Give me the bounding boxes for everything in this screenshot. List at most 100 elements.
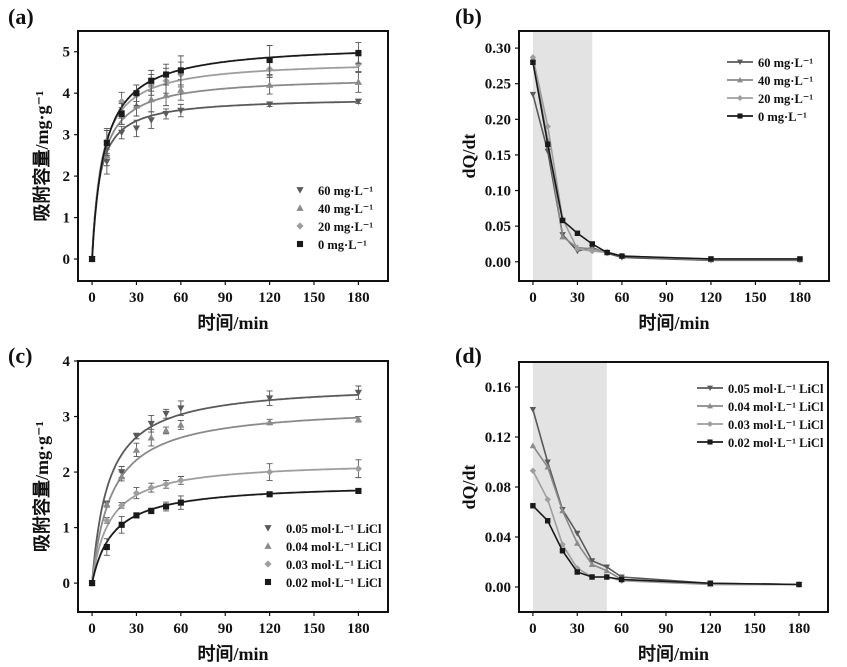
legend-label: 0 mg·L⁻¹ [318, 238, 367, 252]
fit-curve [91, 416, 359, 584]
legend-entry: 40 mg·L⁻¹ [727, 74, 813, 88]
data-point [177, 421, 185, 428]
x-tick-label: 30 [129, 621, 144, 637]
legend-marker [707, 421, 713, 427]
legend-entry: 0.05 mol·L⁻¹ LiCl [697, 382, 824, 396]
plot-frame [77, 30, 389, 282]
data-point [707, 580, 714, 586]
y-tick-label: 0.25 [485, 77, 511, 93]
legend-marker [737, 113, 743, 119]
data-point [529, 54, 537, 61]
x-tick-label: 150 [744, 290, 767, 306]
data-point [355, 49, 362, 57]
legend: 60 mg·L⁻¹ 40 mg·L⁻¹ 20 mg·L⁻¹ 0 mg·L⁻¹ [296, 184, 373, 252]
legend-marker [296, 222, 304, 230]
legend-entry: 20 mg·L⁻¹ [727, 92, 813, 106]
series-0 [88, 385, 363, 587]
y-tick-label: 1 [63, 521, 71, 537]
data-point [266, 101, 274, 108]
legend-label: 0.03 mol·L⁻¹ LiCl [286, 558, 382, 572]
data-point [574, 530, 581, 537]
data-point [529, 91, 537, 98]
chart-panel-a: (a) 0 30 60 90 120 150 180 0 1 2 3 4 5 时间/min 吸附容量/mg·g… [8, 4, 389, 333]
legend: 0.05 mol·L⁻¹ LiCl 0.04 mol·L⁻¹ LiCl 0.03 m… [697, 382, 824, 450]
data-point [354, 78, 363, 85]
data-point [147, 420, 155, 428]
legend-label: 20 mg·L⁻¹ [758, 92, 813, 106]
legend-marker [737, 77, 743, 83]
legend-label: 60 mg·L⁻¹ [318, 184, 373, 198]
legend-label: 0.02 mol·L⁻¹ LiCl [286, 576, 382, 590]
data-point [177, 107, 185, 115]
x-tick-label: 150 [743, 621, 766, 637]
fit-curve [91, 100, 359, 260]
legend-marker [707, 403, 713, 409]
x-tick-label: 0 [529, 290, 537, 306]
x-tick-label: 180 [789, 290, 812, 306]
y-tick-label: 0 [63, 576, 71, 592]
data-point [162, 71, 170, 78]
data-point [148, 77, 155, 84]
x-tick-label: 0 [88, 290, 96, 306]
data-point [266, 81, 274, 88]
data-point [530, 503, 536, 509]
series-3 [88, 487, 362, 587]
data-point [797, 256, 803, 262]
y-tick-label: 0.12 [485, 430, 511, 446]
shaded-region [532, 32, 593, 280]
y-tick-label: 0 [63, 252, 71, 268]
data-point [619, 253, 625, 259]
x-tick-label: 180 [347, 621, 370, 637]
legend-entry: 0.02 mol·L⁻¹ LiCl [264, 576, 382, 590]
series-3 [88, 42, 362, 263]
data-point [354, 389, 363, 397]
data-point [796, 581, 802, 588]
chart-panel-c: (c) 0 30 60 90 120 150 180 0 1 2 3 4 时间/min 吸附容量/mg·g⁻… [8, 343, 389, 664]
legend-label: 40 mg·L⁻¹ [318, 202, 373, 216]
legend-label: 60 mg·L⁻¹ [758, 56, 813, 70]
data-point [133, 512, 140, 519]
data-point [354, 98, 363, 106]
panel-label: (d) [455, 343, 482, 368]
x-tick-label: 30 [129, 290, 144, 306]
legend-marker [264, 560, 272, 568]
x-tick-label: 90 [658, 621, 673, 637]
data-point [118, 97, 126, 106]
data-point [544, 496, 551, 503]
legend-entry: 0.05 mol·L⁻¹ LiCl [264, 522, 382, 536]
data-point [589, 247, 596, 255]
legend-marker [737, 95, 743, 101]
legend-label: 20 mg·L⁻¹ [318, 220, 373, 234]
data-point [574, 569, 580, 575]
panel-label: (b) [455, 4, 482, 29]
data-point [266, 395, 274, 402]
data-point [603, 564, 611, 571]
data-point [147, 484, 155, 492]
panel-label: (a) [8, 4, 34, 29]
x-axis-label: 时间/min [197, 313, 268, 333]
data-point [266, 418, 274, 425]
y-tick-label: 0.10 [485, 184, 511, 200]
data-point [708, 256, 714, 262]
data-point [266, 468, 274, 476]
x-axis-label: 时间/min [638, 313, 709, 333]
data-point [544, 459, 551, 466]
x-tick-label: 60 [614, 621, 629, 637]
series-2 [88, 459, 363, 587]
data-point [544, 518, 551, 524]
y-tick-label: 0.00 [485, 255, 511, 271]
x-axis-label: 时间/min [638, 644, 709, 664]
legend-entry: 0.03 mol·L⁻¹ LiCl [264, 558, 382, 572]
y-tick-label: 0.20 [485, 112, 511, 128]
legend-label: 0.02 mol·L⁻¹ LiCl [728, 436, 824, 450]
data-point [177, 67, 184, 74]
chart-panel-b: (b) 0 30 60 90 120 150 180 0.00 0.05 0.10 0.15 0.20 0… [455, 4, 830, 333]
x-tick-label: 120 [258, 621, 281, 637]
y-tick-label: 0.08 [485, 480, 511, 496]
legend-marker [296, 240, 304, 248]
legend-entry: 40 mg·L⁻¹ [296, 202, 373, 216]
data-point [88, 580, 96, 587]
legend-entry: 0.04 mol·L⁻¹ LiCl [264, 540, 382, 554]
legend-entry: 0.04 mol·L⁻¹ LiCl [697, 400, 824, 414]
